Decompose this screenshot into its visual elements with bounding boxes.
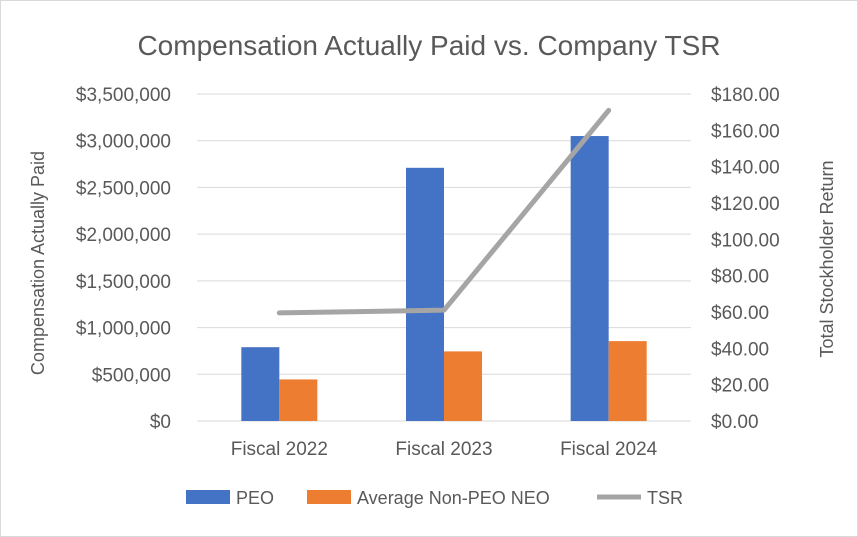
category-labels: Fiscal 2022 Fiscal 2023 Fiscal 2024 (231, 439, 658, 460)
bar-peo-1 (406, 167, 444, 421)
right-axis-label: Total Stockholder Return (817, 160, 837, 357)
right-axis-ticks: $0.00 $20.00 $40.00 $60.00 $80.00 $100.00 $120… (711, 85, 780, 433)
tsr-line-layer (276, 107, 612, 316)
right-tick-label: $180.00 (711, 85, 780, 106)
bar-average-non-peo-neo-2 (608, 341, 647, 421)
bar-peo-2 (570, 136, 609, 422)
legend: PEO Average Non-PEO NEO TSR (186, 488, 683, 508)
left-axis-ticks: $0 $500,000 $1,000,000 $1,500,000 $2,000,000… (76, 85, 171, 433)
legend-label-tsr: TSR (647, 488, 683, 508)
left-axis-label: Compensation Actually Paid (28, 151, 48, 375)
left-tick-label: $2,000,000 (76, 225, 171, 246)
right-tick-label: $100.00 (711, 230, 780, 251)
right-tick-label: $60.00 (711, 303, 769, 324)
category-label: Fiscal 2023 (395, 439, 492, 460)
left-tick-label: $3,500,000 (76, 85, 171, 106)
left-tick-label: $0 (150, 412, 171, 433)
right-tick-label: $40.00 (711, 339, 769, 360)
category-label: Fiscal 2022 (231, 439, 328, 460)
left-tick-label: $1,000,000 (76, 319, 171, 340)
chart-title: Compensation Actually Paid vs. Company T… (137, 30, 720, 61)
right-tick-label: $0.00 (711, 412, 759, 433)
right-tick-label: $160.00 (711, 121, 780, 142)
legend-swatch-average-non-peo-neo (307, 490, 351, 504)
category-label: Fiscal 2024 (560, 439, 658, 460)
bar-average-non-peo-neo-1 (444, 351, 482, 421)
right-tick-label: $20.00 (711, 376, 769, 397)
left-tick-label: $500,000 (92, 365, 171, 386)
bars (241, 136, 647, 422)
left-tick-label: $2,500,000 (76, 178, 171, 199)
legend-label-average-non-peo-neo: Average Non-PEO NEO (357, 488, 550, 508)
bar-peo-0 (241, 347, 280, 421)
right-tick-label: $80.00 (711, 267, 769, 288)
legend-label-peo: PEO (236, 488, 274, 508)
right-tick-label: $120.00 (711, 194, 780, 215)
left-tick-label: $1,500,000 (76, 272, 171, 293)
legend-swatch-peo (186, 490, 230, 504)
tsr-line (276, 107, 612, 316)
right-tick-label: $140.00 (711, 158, 780, 179)
left-tick-label: $3,000,000 (76, 132, 171, 153)
bar-average-non-peo-neo-0 (279, 379, 318, 421)
